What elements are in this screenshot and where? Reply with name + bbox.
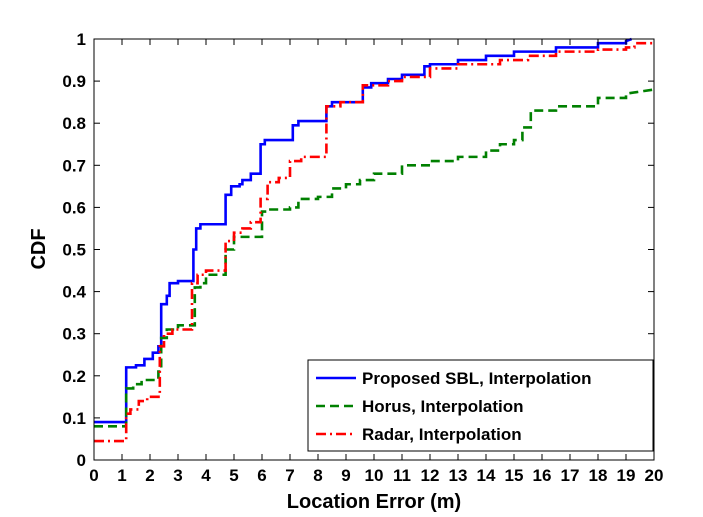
legend-label-2: Radar, Interpolation	[362, 425, 522, 444]
x-tick-label: 14	[477, 466, 496, 485]
x-tick-label: 2	[145, 466, 154, 485]
y-tick-label: 0.1	[62, 409, 86, 428]
x-tick-label: 4	[201, 466, 211, 485]
x-tick-label: 8	[313, 466, 322, 485]
legend-label-0: Proposed SBL, Interpolation	[362, 369, 592, 388]
y-tick-label: 0.5	[62, 241, 86, 260]
y-tick-label: 0.8	[62, 114, 86, 133]
y-tick-label: 1	[77, 30, 86, 49]
x-tick-label: 18	[589, 466, 608, 485]
y-tick-label: 0.4	[62, 283, 86, 302]
x-tick-label: 3	[173, 466, 182, 485]
y-tick-label: 0.6	[62, 198, 86, 217]
x-tick-label: 12	[421, 466, 440, 485]
x-tick-label: 20	[645, 466, 664, 485]
x-tick-label: 17	[561, 466, 580, 485]
x-tick-label: 10	[365, 466, 384, 485]
y-tick-label: 0.7	[62, 156, 86, 175]
legend-box	[307, 359, 654, 452]
x-tick-label: 19	[617, 466, 636, 485]
y-axis-label: CDF	[28, 228, 50, 269]
plot-area	[94, 37, 655, 443]
x-tick-label: 0	[89, 466, 98, 485]
x-tick-label: 15	[505, 466, 524, 485]
axis-ticks: 0 1 2 3 4 5 6 7 8 9 10 11 12 13 14 15 16 17 18 19 2000.10.20…	[62, 30, 663, 485]
series-line-2	[94, 41, 654, 443]
x-tick-label: 5	[229, 466, 238, 485]
y-tick-label: 0.9	[62, 72, 86, 91]
x-tick-label: 1	[117, 466, 126, 485]
y-tick-label: 0	[77, 451, 86, 470]
x-tick-label: 7	[285, 466, 294, 485]
x-tick-label: 9	[341, 466, 350, 485]
x-tick-label: 6	[257, 466, 266, 485]
x-tick-label: 16	[533, 466, 552, 485]
y-tick-label: 0.2	[62, 367, 86, 386]
series-line-1	[94, 88, 655, 428]
x-axis-label: Location Error (m)	[287, 491, 461, 513]
x-tick-label: 13	[449, 466, 468, 485]
legend: Proposed SBL, Interpolation Horus, Interp…	[307, 359, 654, 452]
y-tick-label: 0.3	[62, 325, 86, 344]
x-tick-label: 11	[393, 466, 411, 485]
legend-label-1: Horus, Interpolation	[362, 397, 524, 416]
